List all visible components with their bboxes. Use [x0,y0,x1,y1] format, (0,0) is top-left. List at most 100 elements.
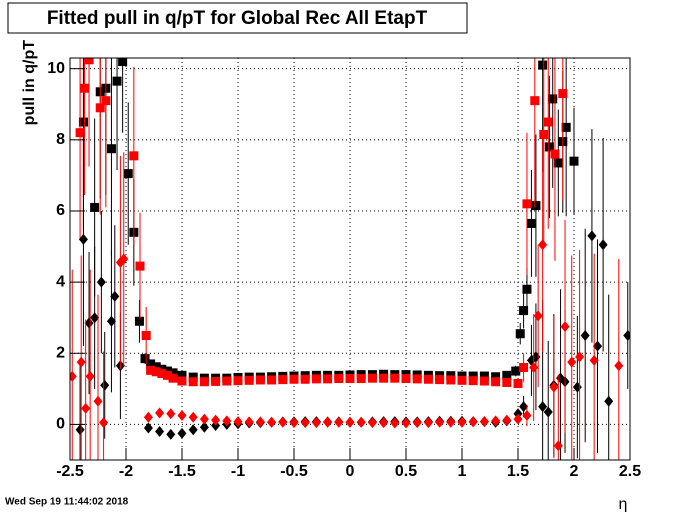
x-axis-label: η [619,496,628,512]
marker [468,416,478,428]
marker [561,122,571,132]
marker [522,410,532,422]
marker [412,417,422,429]
marker [101,96,111,106]
marker [345,416,355,428]
x-tick-label: -2 [119,463,133,480]
marker [522,199,532,209]
marker [188,424,198,436]
marker [76,356,86,368]
marker [311,417,321,429]
marker [75,128,85,138]
marker [379,417,389,429]
marker [300,417,310,429]
marker [356,416,366,428]
marker [367,373,377,383]
marker [614,360,624,372]
x-tick-label: -2.5 [56,463,84,480]
marker [412,374,422,384]
x-tick-label: -0.5 [280,463,308,480]
marker [188,377,198,387]
marker [222,376,232,386]
marker [177,376,187,386]
marker [401,374,411,384]
x-tick-label: 1 [458,463,467,480]
y-tick-label: 2 [56,344,65,361]
marker [199,377,209,387]
marker [146,359,156,369]
marker [491,372,501,382]
marker [141,330,151,340]
marker [106,315,116,327]
marker [289,374,299,384]
marker [423,417,433,429]
marker [356,374,366,384]
marker [255,375,265,385]
marker [519,363,529,373]
timestamp: Wed Sep 19 11:44:02 2018 [5,497,129,508]
marker [84,58,94,65]
y-tick-label: 8 [56,131,65,148]
marker [457,375,467,385]
marker [84,317,94,329]
marker [479,376,489,386]
marker [379,373,389,383]
marker [278,416,288,428]
marker [166,428,176,440]
marker [146,365,156,375]
marker [177,370,187,380]
marker [143,422,153,434]
marker [575,351,585,363]
marker [95,103,105,113]
marker [188,411,198,423]
marker [323,374,333,384]
marker [129,151,139,161]
marker [539,129,549,139]
marker [85,370,95,382]
marker [244,416,254,428]
marker [491,377,501,387]
marker [123,169,133,179]
marker [567,356,577,368]
marker [544,142,554,152]
marker [401,417,411,429]
marker [468,376,478,386]
marker [177,427,187,439]
x-tick-label: 0.5 [395,463,417,480]
marker [513,413,523,425]
y-tick-label: 4 [56,273,65,290]
marker [135,261,145,271]
marker [233,376,243,386]
marker [558,89,568,99]
marker [515,329,525,339]
marker [222,415,232,427]
marker [199,421,209,433]
marker [177,410,187,422]
marker [543,406,553,418]
marker [311,374,321,384]
marker [548,94,558,104]
marker [538,239,548,251]
marker [522,284,532,294]
marker [553,158,563,168]
title-box [7,2,468,34]
marker [300,374,310,384]
marker [519,401,529,413]
marker [529,362,539,374]
marker [151,367,161,377]
marker [468,371,478,381]
marker [70,370,77,382]
marker [157,369,167,379]
marker [90,202,100,212]
marker [423,374,433,384]
marker [531,201,541,211]
marker [166,408,176,420]
marker [155,407,165,419]
marker [569,156,579,166]
marker [479,371,489,381]
marker [188,372,198,382]
marker [323,416,333,428]
y-tick-label: 10 [47,60,65,77]
marker [78,233,88,245]
marker [502,414,512,426]
